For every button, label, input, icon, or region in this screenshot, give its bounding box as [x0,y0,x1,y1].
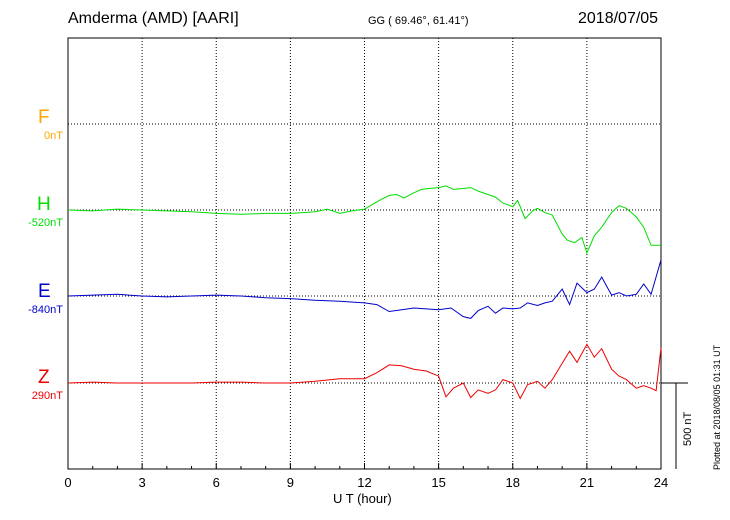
series-line-e [67,259,662,319]
chart-date: 2018/07/05 [578,10,659,27]
x-tick-label: 24 [654,475,668,490]
baseline-label-e: -840nT [28,304,63,316]
baseline-label-f: 0nT [44,130,63,142]
component-label-h: H [37,194,51,215]
x-tick-label: 6 [213,475,220,490]
series-line-z [67,343,662,400]
series-line-h [67,185,661,255]
series-group [67,185,662,400]
component-label-e: E [38,281,51,302]
x-axis-label: U T (hour) [333,491,392,506]
baseline-label-z: 290nT [31,390,63,402]
x-tick-label: 18 [506,475,520,490]
x-tick-label: 15 [431,475,445,490]
scale-bar [661,382,688,469]
baseline-label-h: -520nT [28,217,63,229]
x-tick-label: 3 [139,475,146,490]
component-label-z: Z [38,367,50,388]
station-coordinates: GG ( 69.46°, 61.41°) [368,15,469,27]
scale-bar-label: 500 nT [682,411,694,446]
x-axis-ticks: 0 3 6 9 12 15 18 21 24 [64,463,668,490]
component-label-f: F [38,107,50,128]
x-tick-label: 9 [287,475,294,490]
chart-title: Amderma (AMD) [AARI] [68,10,239,27]
x-tick-label: 21 [580,475,594,490]
plotted-timestamp: Plotted at 2018/08/05 01:31 UT [712,344,722,470]
x-tick-label: 0 [64,475,71,490]
x-tick-label: 12 [357,475,371,490]
grid [68,38,661,469]
